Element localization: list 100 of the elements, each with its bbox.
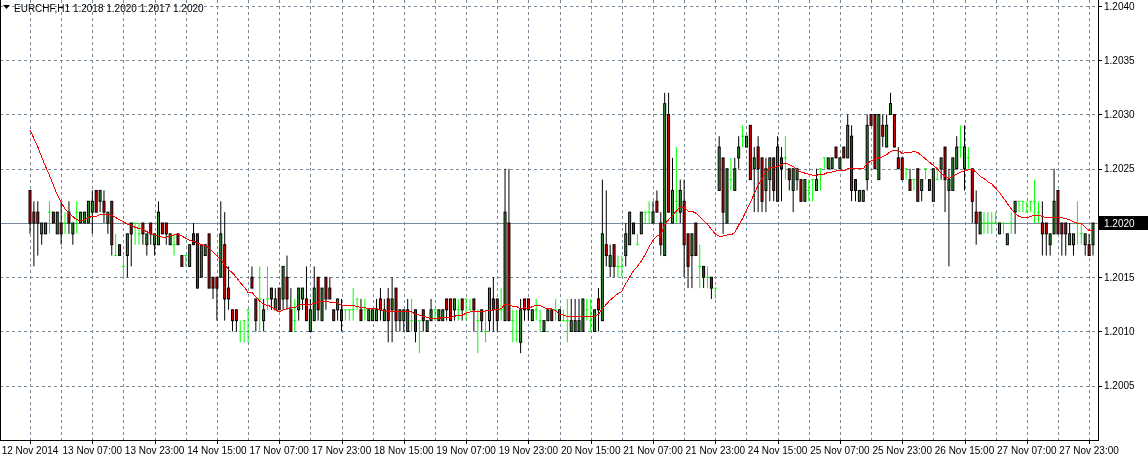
candlestick (908, 168, 912, 191)
candlestick (709, 276, 713, 300)
candlestick (102, 189, 106, 224)
candlestick (340, 298, 343, 332)
candlestick (63, 211, 68, 235)
candlestick (269, 287, 273, 311)
candlestick (923, 168, 928, 181)
candlestick (382, 298, 386, 322)
candlestick (705, 265, 710, 289)
y-tick-label: 1.2005 (1104, 380, 1136, 392)
candlestick (958, 124, 963, 159)
candlestick (1072, 233, 1076, 257)
candlestick (737, 135, 741, 170)
x-tick-label: 25 Nov 07:00 (810, 445, 871, 456)
candlestick (1064, 222, 1068, 257)
candlestick (297, 287, 301, 322)
candlestick (359, 298, 363, 322)
x-tick-label: 12 Nov 2014 (1, 445, 59, 456)
candlestick (635, 233, 640, 246)
candlestick (818, 168, 823, 191)
candlestick (674, 146, 679, 224)
y-tick-label: 1.2030 (1104, 109, 1136, 120)
x-tick-label: 13 Nov 23:00 (124, 445, 185, 456)
candlestick (262, 298, 266, 332)
candlestick (55, 211, 59, 235)
candlestick (74, 200, 79, 235)
candlestick (265, 265, 270, 311)
candlestick (1083, 233, 1087, 257)
y-tick-label: 1.2010 (1104, 326, 1136, 337)
candlestick (733, 157, 737, 191)
y-tick-label: 1.2015 (1104, 271, 1136, 283)
candlestick (137, 222, 142, 246)
candlestick (900, 157, 904, 181)
candlestick (491, 276, 495, 332)
x-tick-label: 13 Nov 07:00 (62, 445, 123, 456)
candlestick (234, 309, 238, 332)
candlestick (993, 211, 998, 224)
candlestick (1028, 200, 1033, 213)
candlestick (432, 309, 437, 322)
x-tick-label: 21 Nov 23:00 (685, 445, 746, 456)
candlestick (989, 211, 994, 235)
candlestick (375, 298, 379, 322)
candlestick (577, 298, 581, 332)
candlestick (639, 211, 643, 235)
x-tick-label: 25 Nov 23:00 (872, 445, 933, 456)
candlestick (713, 287, 718, 300)
candlestick (791, 168, 795, 213)
candlestick (94, 189, 98, 213)
candlestick (347, 309, 352, 322)
x-tick-label: 26 Nov 15:00 (934, 445, 995, 456)
candlestick (1009, 211, 1014, 235)
candlestick (133, 222, 138, 246)
candlestick (413, 309, 417, 343)
candlestick (1017, 200, 1022, 213)
candlestick (1013, 200, 1017, 235)
candlestick (612, 244, 616, 278)
candlestick (328, 276, 332, 300)
candlestick (1079, 222, 1084, 246)
candlestick (417, 320, 422, 354)
candlestick (460, 298, 464, 322)
candlestick (164, 222, 168, 246)
candlestick (1024, 200, 1029, 213)
candlestick (1091, 222, 1095, 257)
candlestick (421, 309, 425, 332)
candlestick (362, 298, 367, 322)
candlestick (911, 179, 916, 191)
candlestick (149, 222, 153, 246)
candlestick (472, 298, 476, 332)
candlestick (588, 298, 593, 332)
candlestick (974, 189, 978, 246)
candlestick (1068, 222, 1072, 246)
candlestick (803, 179, 807, 202)
candlestick (573, 298, 577, 332)
candlestick (885, 114, 889, 148)
candlestick (985, 211, 990, 235)
candlestick (390, 276, 394, 343)
candlestick (728, 157, 733, 191)
candlestick (702, 265, 706, 289)
candlestick (495, 298, 499, 332)
candlestick (981, 211, 986, 235)
x-tick-label: 24 Nov 15:00 (747, 445, 808, 456)
candlestick (569, 298, 573, 332)
x-tick-label: 27 Nov 07:00 (997, 445, 1057, 456)
candlestick (343, 309, 348, 322)
candlestick (1044, 222, 1048, 257)
x-tick-label: 18 Nov 15:00 (374, 445, 434, 456)
candlestick (121, 255, 126, 278)
candlestick (651, 200, 655, 224)
x-tick-label: 20 Nov 15:00 (560, 445, 621, 456)
candlestick (1020, 200, 1025, 213)
candlestick (378, 287, 382, 322)
candlestick (141, 222, 145, 246)
ref-line-label: 1.2020 (1104, 217, 1136, 229)
x-tick-label: 14 Nov 15:00 (187, 445, 248, 456)
candlestick (351, 287, 356, 322)
candlestick (810, 179, 815, 202)
candlestick (254, 298, 258, 332)
candlestick (230, 309, 234, 332)
candlestick (475, 309, 480, 354)
candlestick (464, 298, 469, 322)
